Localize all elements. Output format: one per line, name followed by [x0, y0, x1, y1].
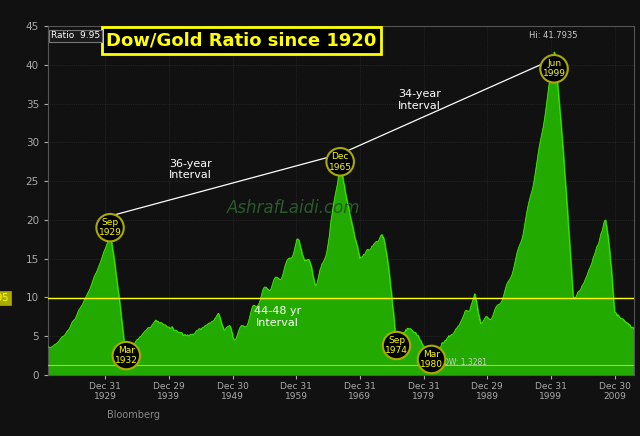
Text: Bloomberg: Bloomberg	[106, 410, 159, 420]
Text: Sep
1974: Sep 1974	[385, 336, 408, 355]
Text: 36-year
Interval: 36-year Interval	[169, 159, 212, 181]
Text: Mar
1980: Mar 1980	[420, 350, 443, 369]
Text: AshrafLaidi.com: AshrafLaidi.com	[227, 198, 361, 217]
Text: 9.95: 9.95	[0, 293, 9, 303]
Text: Mar
1932: Mar 1932	[115, 346, 138, 365]
Text: 44-48 yr
Interval: 44-48 yr Interval	[253, 306, 301, 327]
Text: Dow/Gold Ratio since 1920: Dow/Gold Ratio since 1920	[106, 31, 376, 49]
Text: Sep
1929: Sep 1929	[99, 218, 122, 237]
Text: Hi: 41.7935: Hi: 41.7935	[529, 31, 577, 40]
Text: 34-year
Interval: 34-year Interval	[398, 89, 441, 111]
Text: Dec
1965: Dec 1965	[329, 152, 351, 171]
Text: LOW: 1.3281: LOW: 1.3281	[440, 358, 488, 367]
Text: Jun
1999: Jun 1999	[543, 59, 566, 78]
Text: Ratio  9.95: Ratio 9.95	[51, 31, 100, 41]
